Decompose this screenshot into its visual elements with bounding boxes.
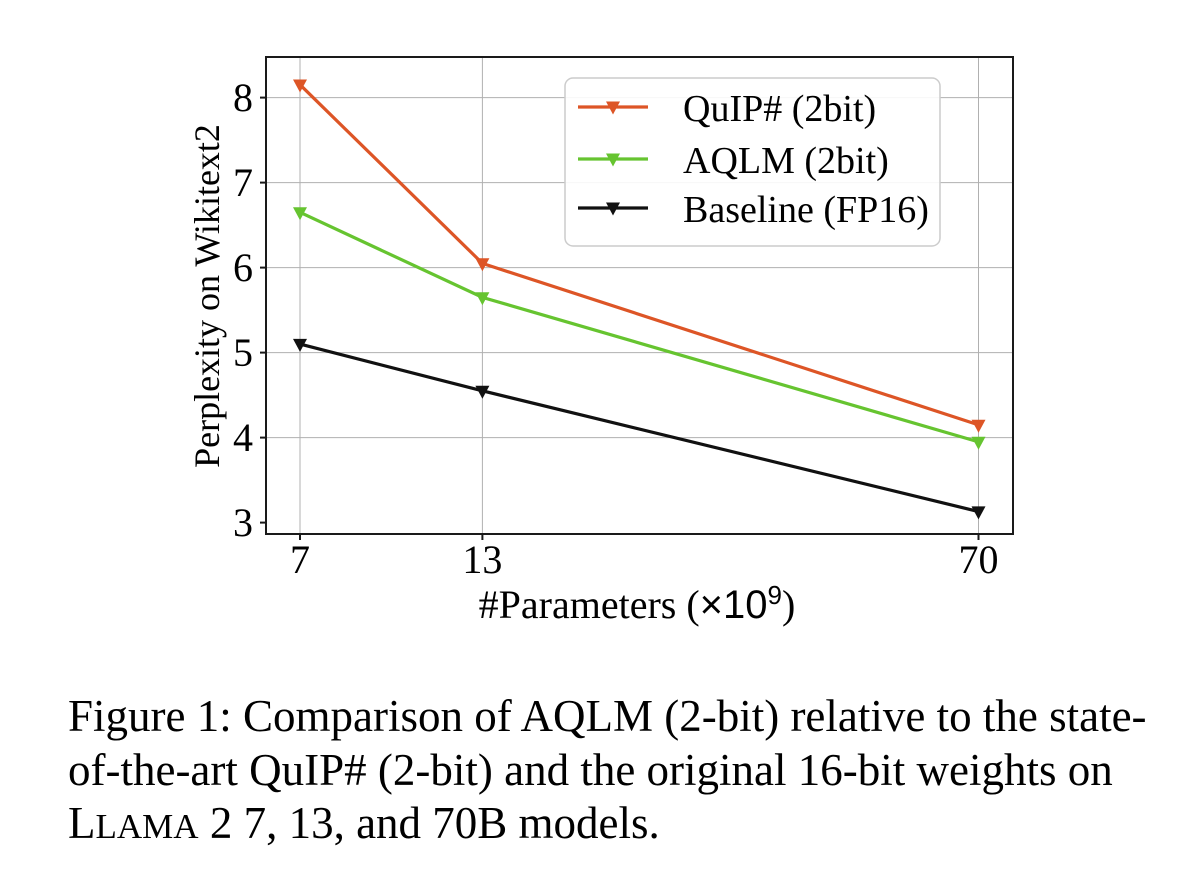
svg-text:4: 4 — [233, 415, 253, 460]
svg-text:of-the-art QuIP# (2-bit) and t: of-the-art QuIP# (2-bit) and the origina… — [68, 745, 1113, 795]
svg-text:7: 7 — [290, 537, 310, 582]
svg-text:#Parameters (×109): #Parameters (×109) — [479, 580, 796, 627]
svg-text:7: 7 — [233, 160, 253, 205]
svg-text:LLAMA 2 7, 13, and 70B models.: LLAMA 2 7, 13, and 70B models. — [68, 798, 660, 848]
svg-text:Baseline (FP16): Baseline (FP16) — [683, 189, 929, 231]
svg-text:Figure 1: Comparison of AQLM (: Figure 1: Comparison of AQLM (2-bit) rel… — [68, 691, 1147, 741]
svg-text:6: 6 — [233, 245, 253, 290]
svg-text:Perplexity on Wikitext2: Perplexity on Wikitext2 — [187, 124, 227, 468]
svg-text:5: 5 — [233, 330, 253, 375]
svg-text:13: 13 — [462, 537, 502, 582]
svg-text:8: 8 — [233, 75, 253, 120]
svg-text:70: 70 — [959, 537, 999, 582]
svg-text:AQLM (2bit): AQLM (2bit) — [683, 140, 889, 182]
svg-text:3: 3 — [233, 500, 253, 545]
svg-text:QuIP# (2bit): QuIP# (2bit) — [683, 88, 876, 130]
